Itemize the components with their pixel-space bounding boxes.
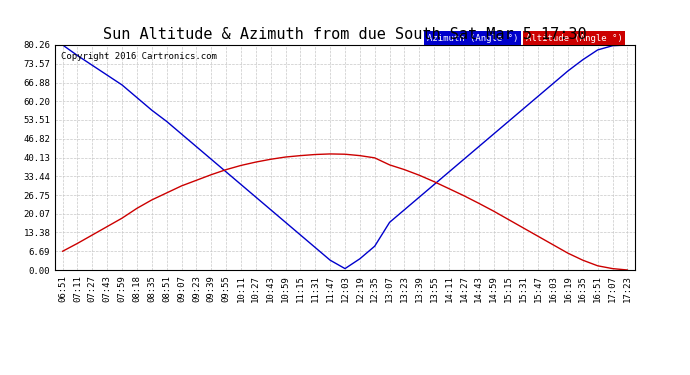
Text: Copyright 2016 Cartronics.com: Copyright 2016 Cartronics.com <box>61 52 217 61</box>
Text: Altitude (Angle °): Altitude (Angle °) <box>526 34 622 43</box>
Text: Azimuth (Angle °): Azimuth (Angle °) <box>427 34 518 43</box>
Title: Sun Altitude & Azimuth from due South Sat Mar 5 17:30: Sun Altitude & Azimuth from due South Sa… <box>104 27 586 42</box>
